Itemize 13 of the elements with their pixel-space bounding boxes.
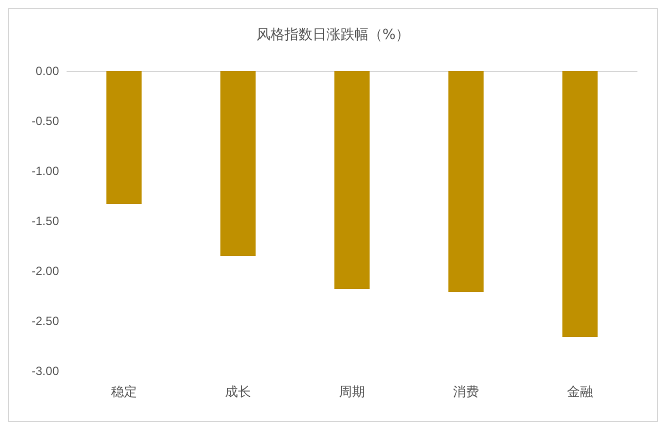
x-tick-label: 周期 bbox=[339, 384, 365, 399]
chart-title: 风格指数日涨跌幅（%） bbox=[256, 27, 410, 43]
y-tick-label: -1.00 bbox=[32, 164, 60, 178]
x-tick-label: 消费 bbox=[453, 384, 479, 399]
y-tick-label: -2.50 bbox=[32, 314, 60, 328]
y-tick-label: -2.00 bbox=[32, 264, 60, 278]
y-tick-label: -3.00 bbox=[32, 364, 60, 378]
y-tick-label: 0.00 bbox=[36, 64, 60, 78]
y-tick-label: -1.50 bbox=[32, 214, 60, 228]
x-tick-label: 金融 bbox=[567, 384, 593, 399]
x-tick-label: 成长 bbox=[225, 384, 251, 399]
y-tick-label: -0.50 bbox=[32, 114, 60, 128]
x-tick-label: 稳定 bbox=[111, 384, 137, 399]
